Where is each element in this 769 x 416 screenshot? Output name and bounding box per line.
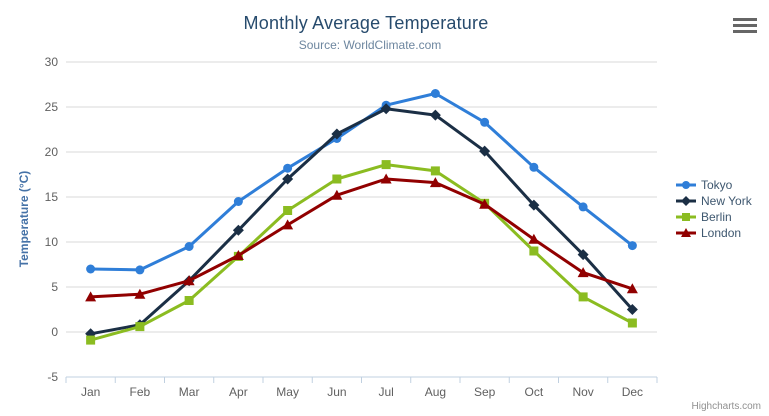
- x-axis-label: Jun: [327, 385, 346, 399]
- x-axis-label: May: [276, 385, 299, 399]
- hamburger-menu-icon[interactable]: [731, 16, 759, 35]
- y-axis-title: Temperature (°C): [17, 170, 31, 268]
- tokyo-data-point[interactable]: [233, 197, 243, 206]
- new-york-data-point[interactable]: [380, 103, 392, 115]
- london-data-point[interactable]: [380, 173, 392, 184]
- tokyo-data-point[interactable]: [184, 242, 194, 251]
- berlin-data-point[interactable]: [529, 246, 539, 256]
- berlin-data-point[interactable]: [86, 335, 96, 345]
- hamburger-bar: [733, 24, 757, 27]
- new-york-data-point[interactable]: [626, 304, 638, 315]
- chart-title: Monthly Average Temperature: [243, 13, 489, 33]
- berlin-data-point[interactable]: [135, 322, 145, 332]
- legend-item-new-york[interactable]: New York: [676, 193, 752, 209]
- new-york-legend-marker-icon: [676, 196, 696, 206]
- london-data-point[interactable]: [232, 250, 244, 260]
- tokyo-data-point[interactable]: [135, 265, 145, 275]
- berlin-legend-marker-icon: [676, 213, 696, 221]
- tokyo-data-point[interactable]: [480, 117, 490, 127]
- legend: Tokyo New York Berlin London: [676, 177, 752, 241]
- x-axis-label: Jan: [81, 385, 100, 399]
- legend-label-tokyo: Tokyo: [701, 178, 733, 192]
- y-axis-label: 10: [45, 235, 59, 249]
- legend-label-london: London: [701, 226, 742, 240]
- berlin-series-line[interactable]: [89, 163, 634, 342]
- berlin-data-point[interactable]: [381, 160, 391, 170]
- legend-label-berlin: Berlin: [701, 210, 732, 224]
- new-york-data-point[interactable]: [577, 249, 589, 261]
- y-axis-label: 25: [45, 100, 59, 114]
- tokyo-data-point[interactable]: [283, 163, 293, 173]
- berlin-data-point[interactable]: [332, 174, 342, 184]
- hamburger-bar: [733, 30, 757, 33]
- berlin-data-point[interactable]: [430, 166, 440, 176]
- x-axis-label: Jul: [378, 385, 393, 399]
- new-york-data-point[interactable]: [479, 145, 491, 157]
- new-york-data-point[interactable]: [331, 128, 343, 140]
- london-series-line[interactable]: [89, 177, 634, 299]
- london-data-point[interactable]: [134, 288, 146, 299]
- legend-label-new-york: New York: [701, 194, 752, 208]
- berlin-data-point[interactable]: [578, 292, 588, 302]
- x-axis-label: Nov: [572, 385, 593, 399]
- london-data-point[interactable]: [85, 291, 97, 302]
- x-axis-label: Sep: [474, 385, 496, 399]
- x-axis-label: Mar: [179, 385, 200, 399]
- legend-item-berlin[interactable]: Berlin: [676, 209, 752, 225]
- new-york-data-point[interactable]: [282, 173, 294, 185]
- x-axis-label: Oct: [525, 385, 544, 399]
- new-york-series-line[interactable]: [89, 107, 634, 336]
- highcharts-credits-link[interactable]: Highcharts.com: [691, 401, 761, 412]
- london-legend-marker-icon: [676, 228, 696, 237]
- y-axis-label: 20: [45, 145, 59, 159]
- chart-subtitle: Source: WorldClimate.com: [298, 38, 442, 52]
- y-axis-label: 0: [51, 325, 58, 339]
- london-data-point[interactable]: [528, 233, 540, 244]
- legend-item-tokyo[interactable]: Tokyo: [676, 177, 752, 193]
- tokyo-data-point[interactable]: [529, 162, 539, 172]
- legend-item-london[interactable]: London: [676, 225, 752, 241]
- berlin-data-point[interactable]: [283, 206, 293, 215]
- new-york-data-point[interactable]: [429, 109, 441, 121]
- tokyo-data-point[interactable]: [430, 89, 440, 98]
- hamburger-bar: [733, 18, 757, 21]
- y-axis-label: 30: [45, 55, 59, 69]
- y-axis-label: 15: [45, 190, 59, 204]
- london-data-point[interactable]: [429, 177, 441, 188]
- x-axis-label: Feb: [130, 385, 151, 399]
- y-axis-label: 5: [51, 280, 58, 294]
- x-axis-label: Apr: [229, 385, 248, 399]
- tokyo-data-point[interactable]: [578, 202, 588, 212]
- new-york-data-point[interactable]: [232, 224, 244, 236]
- berlin-data-point[interactable]: [184, 296, 194, 305]
- y-axis-label: -5: [47, 370, 58, 384]
- london-data-point[interactable]: [479, 198, 491, 209]
- london-data-point[interactable]: [626, 283, 638, 294]
- tokyo-data-point[interactable]: [627, 241, 637, 251]
- london-data-point[interactable]: [577, 267, 589, 278]
- london-data-point[interactable]: [331, 189, 343, 200]
- tokyo-legend-marker-icon: [676, 181, 696, 189]
- london-data-point[interactable]: [282, 219, 294, 230]
- berlin-data-point[interactable]: [627, 318, 637, 328]
- new-york-data-point[interactable]: [528, 199, 540, 211]
- x-axis-label: Aug: [425, 385, 446, 399]
- london-data-point[interactable]: [183, 275, 195, 286]
- x-axis-label: Dec: [622, 385, 643, 399]
- tokyo-data-point[interactable]: [86, 264, 96, 274]
